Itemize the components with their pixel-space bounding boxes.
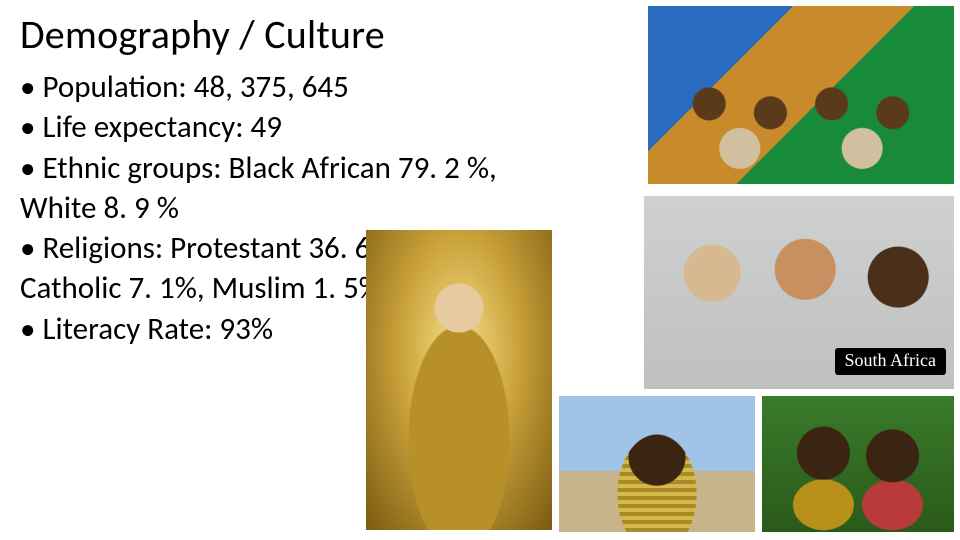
bullet-ethnic-groups-2: White 8. 9 % (20, 188, 620, 228)
dior-line2: Dior (366, 439, 552, 465)
bullet-population: Population: 48, 375, 645 (20, 67, 620, 107)
image-neck-rings (559, 396, 755, 532)
bullet-ethnic-groups: Ethnic groups: Black African 79. 2 %, (20, 148, 620, 188)
image-tag-south-africa: South Africa (835, 348, 947, 375)
image-zulu-dancers (648, 6, 954, 184)
image-teens-sa-flag: South Africa (644, 196, 954, 389)
dior-brand-text: j'adore Dior (366, 418, 552, 465)
slide: Demography / Culture Population: 48, 375… (0, 0, 960, 540)
dior-line1: j'adore (366, 418, 552, 439)
image-dior-ad: j'adore Dior (366, 230, 552, 530)
image-children (762, 396, 954, 532)
bullet-life-expectancy: Life expectancy: 49 (20, 107, 620, 147)
